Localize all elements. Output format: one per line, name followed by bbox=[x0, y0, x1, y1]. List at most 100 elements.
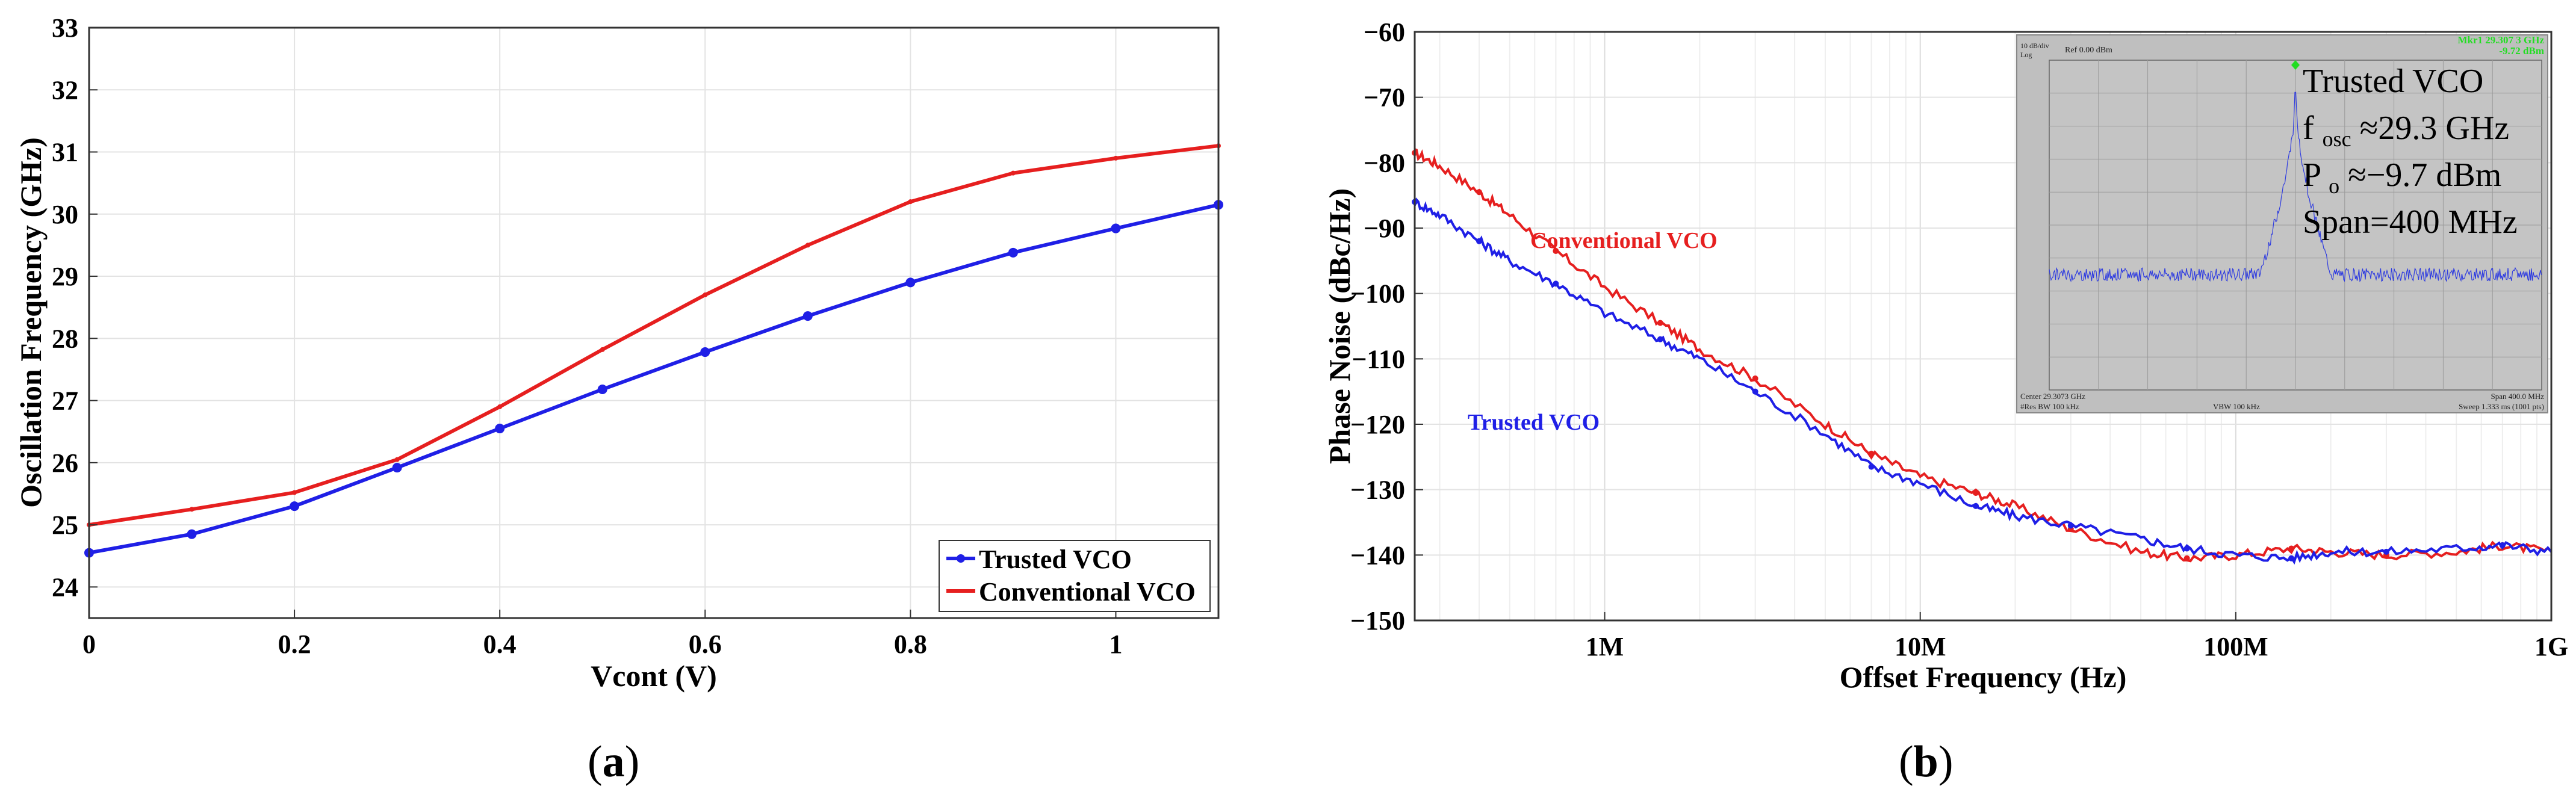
chart-a-xtick-label: 0.2 bbox=[278, 629, 311, 659]
chart-b-point-conventional-vco bbox=[2183, 555, 2190, 561]
chart-a-ticks: 0 0.2 0.4 0.6 0.8 1 24 25 26 27 28 29 30 31 32 33 bbox=[52, 13, 1122, 659]
chart-b-point-conventional-vco bbox=[1657, 320, 1663, 326]
chart-a-ytick-label: 27 bbox=[52, 386, 78, 416]
chart-b-ytick-label: −120 bbox=[1350, 410, 1405, 439]
chart-b-point-trusted-vco bbox=[1553, 280, 1559, 287]
chart-b-point-trusted-vco bbox=[2183, 545, 2190, 552]
chart-a-point-trusted-vco bbox=[1111, 223, 1121, 233]
chart-a-oscillation-frequency: 0 0.2 0.4 0.6 0.8 1 24 25 26 27 28 29 30 31 32 33 Vcont… bbox=[14, 13, 1223, 693]
chart-a-legend-box bbox=[939, 540, 1211, 612]
spectrum-analyzer-inset: 10 dB/div Log Ref 0.00 dBm Mkr1 29.307 3… bbox=[2016, 34, 2548, 413]
chart-b-ytick-label: −100 bbox=[1350, 279, 1405, 309]
chart-a-ytick-label: 33 bbox=[52, 13, 78, 43]
chart-b-xtick-label: 1M bbox=[1586, 632, 1624, 661]
chart-b-point-trusted-vco bbox=[2288, 555, 2295, 561]
chart-a-ytick-label: 26 bbox=[52, 448, 78, 478]
chart-b-point-trusted-vco bbox=[2067, 522, 2074, 529]
inset-log: Log bbox=[2020, 51, 2032, 59]
chart-a-point-trusted-vco bbox=[802, 311, 813, 321]
chart-a-ytick-label: 24 bbox=[52, 572, 78, 602]
chart-a-ylabel: Oscillation Frequency (GHz) bbox=[14, 137, 48, 508]
chart-b-point-conventional-vco bbox=[1973, 490, 1979, 496]
inset-sweep: Sweep 1.333 ms (1001 pts) bbox=[2459, 402, 2544, 411]
annotation-conventional-vco: Conventional VCO bbox=[1530, 228, 1718, 253]
chart-b-ylabel: Phase Noise (dBc/Hz) bbox=[1323, 188, 1356, 464]
chart-a-point-conventional-vco bbox=[292, 490, 297, 495]
chart-b-point-conventional-vco bbox=[1868, 450, 1875, 457]
chart-a-point-conventional-vco bbox=[805, 243, 810, 248]
inset-fosc-value: ≈29.3 GHz bbox=[2360, 110, 2509, 147]
chart-b-ytick-label: −130 bbox=[1350, 475, 1405, 505]
chart-b-point-trusted-vco bbox=[1476, 238, 1482, 244]
chart-a-point-trusted-vco bbox=[495, 424, 505, 434]
chart-a-xlabel: Vcont (V) bbox=[591, 659, 717, 693]
caption-b: (b) bbox=[1899, 737, 1954, 787]
legend-conventional-label: Conventional VCO bbox=[979, 577, 1196, 607]
chart-b-xlabel: Offset Frequency (Hz) bbox=[1840, 660, 2127, 694]
inset-vbw: VBW 100 kHz bbox=[2213, 402, 2260, 411]
inset-center-frequency: Center 29.3073 GHz bbox=[2020, 392, 2085, 401]
legend-trusted-marker bbox=[957, 554, 965, 563]
chart-a-legend: Trusted VCO Conventional VCO bbox=[939, 540, 1211, 612]
chart-a-point-trusted-vco bbox=[187, 529, 197, 539]
chart-b-ytick-label: −90 bbox=[1364, 214, 1405, 243]
chart-a-point-conventional-vco bbox=[600, 347, 605, 352]
chart-b-series-line-trusted-vco bbox=[1414, 197, 2553, 565]
chart-a-xtick-label: 0 bbox=[82, 629, 96, 659]
inset-ref-level: Ref 0.00 dBm bbox=[2065, 46, 2112, 55]
inset-rbw: #Res BW 100 kHz bbox=[2020, 402, 2079, 411]
inset-scale: 10 dB/div bbox=[2020, 42, 2049, 50]
inset-fosc-symbol: f bbox=[2303, 110, 2314, 147]
inset-annotation-block: Trusted VCO f osc ≈29.3 GHz P o ≈−9.7 dB… bbox=[2303, 63, 2518, 241]
inset-peak-marker-icon bbox=[2291, 60, 2300, 70]
inset-spectrum-trace bbox=[2049, 91, 2542, 283]
chart-b-point-trusted-vco bbox=[1868, 463, 1875, 470]
chart-a-point-conventional-vco bbox=[497, 404, 503, 409]
chart-b-axes-frame bbox=[1414, 31, 2553, 622]
chart-a-axes-frame bbox=[88, 26, 1220, 619]
chart-b-xtick-label: 10M bbox=[1895, 632, 1946, 661]
chart-a-point-conventional-vco bbox=[908, 199, 913, 205]
chart-a-ytick-label: 29 bbox=[52, 262, 78, 291]
chart-a-point-conventional-vco bbox=[1113, 155, 1119, 161]
inset-marker-frequency: Mkr1 29.307 3 GHz bbox=[2457, 34, 2544, 46]
inset-po-symbol: P bbox=[2303, 156, 2320, 194]
chart-a-point-conventional-vco bbox=[703, 292, 708, 298]
chart-b-point-trusted-vco bbox=[2499, 542, 2506, 549]
chart-b-point-conventional-vco bbox=[2288, 545, 2295, 552]
chart-b-ytick-label: −80 bbox=[1364, 148, 1405, 178]
chart-b-point-trusted-vco bbox=[2383, 548, 2389, 555]
chart-a-point-conventional-vco bbox=[189, 507, 194, 512]
chart-a-point-trusted-vco bbox=[392, 463, 402, 473]
chart-b-point-trusted-vco bbox=[1752, 388, 1758, 395]
chart-b-point-conventional-vco bbox=[1476, 189, 1482, 196]
caption-a: (a) bbox=[588, 737, 640, 787]
chart-a-xtick-label: 0.8 bbox=[894, 629, 927, 659]
chart-b-point-conventional-vco bbox=[1553, 248, 1559, 255]
chart-a-xtick-label: 1 bbox=[1109, 629, 1122, 659]
legend-trusted-label: Trusted VCO bbox=[979, 545, 1132, 574]
chart-b-series-line-conventional-vco bbox=[1414, 148, 2553, 563]
inset-grid bbox=[2049, 60, 2542, 390]
chart-a-ytick-label: 30 bbox=[52, 200, 78, 229]
chart-b-ytick-label: −150 bbox=[1350, 606, 1405, 635]
chart-a-grid bbox=[88, 27, 1218, 618]
chart-a-series bbox=[84, 143, 1223, 558]
inset-po-value: ≈−9.7 dBm bbox=[2348, 156, 2501, 194]
chart-b-ticks: 1M 10M 100M 1G −60 −70 −80 −90 −100 −110 −120 −130 −… bbox=[1350, 17, 2568, 661]
inset-title: Trusted VCO bbox=[2303, 63, 2483, 100]
chart-b-ytick-label: −140 bbox=[1350, 540, 1405, 570]
chart-a-xtick-label: 0.4 bbox=[483, 629, 517, 659]
chart-b-xtick-label: 1G bbox=[2534, 632, 2568, 661]
chart-b-point-trusted-vco bbox=[1973, 502, 1979, 509]
chart-a-xtick-label: 0.6 bbox=[689, 629, 722, 659]
chart-b-ytick-label: −110 bbox=[1352, 344, 1405, 374]
chart-a-point-trusted-vco bbox=[290, 501, 300, 512]
chart-a-ytick-label: 25 bbox=[52, 510, 78, 540]
chart-a-ytick-label: 31 bbox=[52, 138, 78, 167]
chart-a-point-conventional-vco bbox=[394, 457, 400, 462]
annotation-trusted-vco: Trusted VCO bbox=[1468, 410, 1600, 435]
inset-marker-level: -9.72 dBm bbox=[2499, 45, 2544, 57]
chart-b-point-trusted-vco bbox=[1657, 336, 1663, 342]
chart-b-ytick-label: −70 bbox=[1364, 83, 1405, 113]
